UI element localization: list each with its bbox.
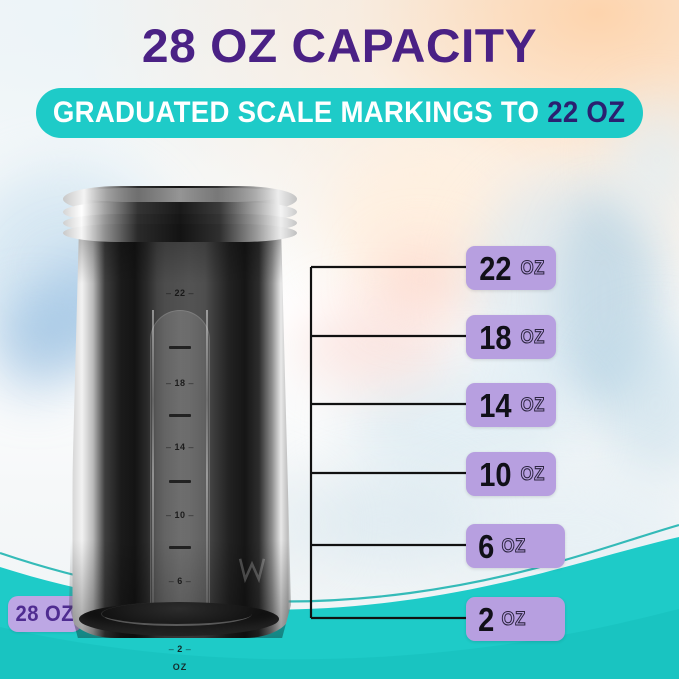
- subtitle-highlight: 22 OZ: [547, 96, 626, 129]
- background-blur-blob: [300, 300, 450, 390]
- cup-body: [69, 226, 291, 638]
- background-blur-blob: [300, 470, 470, 570]
- callout-unit: OZ: [502, 535, 527, 557]
- callout-value: 10: [479, 455, 512, 493]
- callout-unit: OZ: [502, 608, 527, 630]
- scale-number-18: – 18 –: [165, 378, 195, 388]
- capacity-badge-label: 28 OZ: [15, 601, 75, 626]
- scale-rail-left: [152, 310, 154, 610]
- cup-shading: [69, 226, 291, 638]
- scale-minor-tick: [169, 546, 191, 549]
- callout-badge-2oz: 2 OZ: [466, 597, 565, 641]
- scale-unit-label: OZ: [172, 662, 188, 672]
- background-blur-blob: [375, 245, 465, 315]
- product-cup-image: – 22 – – 18 – – 14 – – 10 – – 6 – – 2 – …: [55, 186, 305, 672]
- scale-rail-right: [206, 310, 208, 610]
- cup-thread-ring: [63, 224, 297, 242]
- brand-watermark-icon: [238, 558, 266, 584]
- callout-value: 22: [479, 249, 512, 287]
- subtitle-banner: GRADUATED SCALE MARKINGS TO 22 OZ: [36, 88, 643, 138]
- callout-unit: OZ: [520, 257, 545, 279]
- subtitle-prefix: GRADUATED SCALE MARKINGS TO: [53, 96, 548, 129]
- callout-value: 6: [478, 527, 495, 565]
- cup-base-highlight: [101, 602, 252, 626]
- capacity-badge: 28 OZ: [8, 596, 82, 632]
- callout-value: 14: [479, 386, 512, 424]
- callout-badge-18oz: 18 OZ: [466, 315, 557, 359]
- scale-number-14: – 14 –: [165, 442, 195, 452]
- callout-leader-bracket: [309, 265, 472, 620]
- scale-number-6: – 6 –: [168, 576, 192, 586]
- callout-unit: OZ: [520, 326, 545, 348]
- scale-minor-tick: [169, 480, 191, 483]
- callout-unit: OZ: [520, 463, 545, 485]
- cup-lid-threads: [63, 186, 297, 248]
- subtitle-banner-text: GRADUATED SCALE MARKINGS TO 22 OZ: [53, 96, 625, 130]
- scale-minor-tick: [169, 414, 191, 417]
- background-blur-blob: [0, 300, 80, 395]
- cup-rim-highlight: [77, 188, 283, 202]
- callout-badge-14oz: 14 OZ: [466, 383, 557, 427]
- scale-number-10: – 10 –: [165, 510, 195, 520]
- callout-value: 2: [478, 600, 495, 638]
- scale-minor-tick: [169, 346, 191, 349]
- page-title: 28 OZ CAPACITY: [141, 19, 538, 72]
- callout-badge-6oz: 6 OZ: [466, 524, 565, 568]
- cup-graduated-scale: – 22 – – 18 – – 14 – – 10 – – 6 – – 2 – …: [150, 288, 210, 672]
- callout-badge-22oz: 22 OZ: [466, 246, 557, 290]
- callout-unit: OZ: [520, 394, 545, 416]
- scale-number-22: – 22 –: [165, 288, 195, 298]
- callout-value: 18: [479, 318, 512, 356]
- callout-badge-10oz: 10 OZ: [466, 452, 557, 496]
- scale-number-2: – 2 –: [168, 644, 192, 654]
